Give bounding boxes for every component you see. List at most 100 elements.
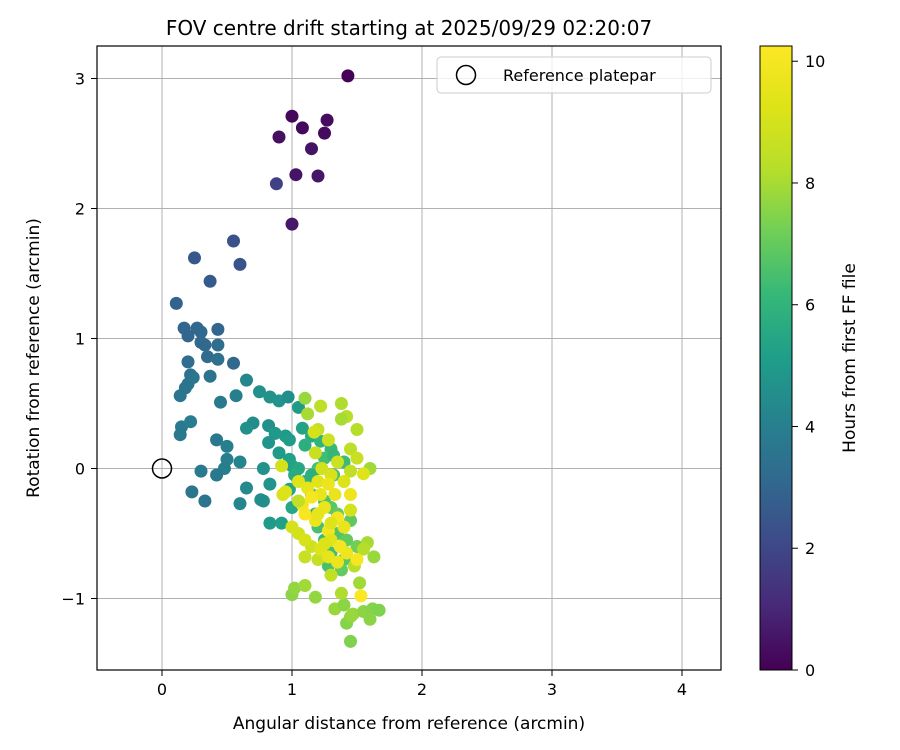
y-axis: −1 0 1 2 3 xyxy=(61,70,97,609)
y-tick-label: 3 xyxy=(75,70,85,89)
data-point xyxy=(254,493,268,507)
data-point xyxy=(324,516,338,530)
data-point xyxy=(331,555,344,569)
data-point xyxy=(344,634,357,648)
colorbar-tick-label: 10 xyxy=(805,52,825,71)
data-point xyxy=(240,481,253,495)
colorbar-tick-label: 0 xyxy=(805,661,815,680)
data-point xyxy=(372,603,386,617)
colorbar: 0 2 4 6 8 10 Hours from first FF file xyxy=(759,45,860,680)
data-point xyxy=(185,485,199,499)
data-point xyxy=(311,475,325,488)
data-point xyxy=(233,455,247,469)
data-point xyxy=(194,325,208,339)
x-tick-label: 4 xyxy=(677,680,687,699)
data-point xyxy=(211,338,225,352)
data-point xyxy=(227,356,240,370)
data-point xyxy=(285,217,299,231)
data-point xyxy=(275,459,289,473)
data-point xyxy=(263,477,277,491)
data-point xyxy=(328,488,342,501)
data-point xyxy=(324,568,338,582)
data-point xyxy=(301,407,315,421)
colorbar-tick-label: 6 xyxy=(805,296,815,315)
colorbar-tick-label: 8 xyxy=(805,174,815,193)
x-tick-label: 3 xyxy=(547,680,557,699)
x-axis: 0 1 2 3 4 xyxy=(157,670,687,699)
colorbar-tick-label: 4 xyxy=(805,417,815,436)
legend-box xyxy=(436,56,712,94)
plot-frame xyxy=(96,45,722,671)
data-point xyxy=(181,355,195,369)
data-point xyxy=(337,598,351,612)
x-tick-label: 1 xyxy=(287,680,297,699)
data-point xyxy=(214,395,227,409)
data-point xyxy=(186,371,200,384)
data-point xyxy=(346,607,360,621)
x-tick-label: 2 xyxy=(417,680,427,699)
data-point xyxy=(357,467,370,481)
data-point xyxy=(350,451,364,465)
data-point xyxy=(341,69,355,83)
data-point xyxy=(353,576,367,590)
data-point xyxy=(229,389,243,403)
data-point xyxy=(321,477,335,491)
data-point xyxy=(233,257,247,271)
data-point xyxy=(173,389,187,403)
data-point xyxy=(173,428,187,442)
data-point xyxy=(203,274,217,288)
data-point xyxy=(350,553,364,566)
data-point xyxy=(188,251,201,265)
data-point xyxy=(282,433,296,447)
data-point xyxy=(285,520,299,534)
y-axis-label: Rotation from reference (arcmin) xyxy=(24,218,44,498)
data-point xyxy=(211,322,225,336)
data-point xyxy=(298,550,312,564)
data-point xyxy=(354,589,368,603)
data-point xyxy=(198,338,212,352)
data-point xyxy=(240,373,253,387)
data-point xyxy=(253,385,266,399)
data-point xyxy=(344,442,357,456)
data-point xyxy=(314,399,328,413)
data-point xyxy=(169,296,183,310)
data-point xyxy=(269,177,283,191)
data-point xyxy=(181,329,195,343)
data-point xyxy=(211,352,225,366)
data-point xyxy=(298,438,312,452)
data-point xyxy=(288,581,302,595)
data-point xyxy=(233,497,247,511)
data-point xyxy=(194,464,208,478)
data-point xyxy=(262,436,276,449)
data-point xyxy=(350,423,364,436)
data-point xyxy=(318,537,331,551)
data-point xyxy=(334,586,348,600)
data-point xyxy=(295,421,309,435)
reference-platepar-marker xyxy=(151,458,173,479)
data-point xyxy=(320,113,334,127)
data-point xyxy=(298,533,312,547)
data-point xyxy=(308,446,322,460)
data-point xyxy=(210,468,224,482)
y-tick-label: 2 xyxy=(75,200,85,219)
data-point xyxy=(333,540,347,553)
data-point xyxy=(203,369,217,383)
colorbar-label: Hours from first FF file xyxy=(840,263,860,453)
legend-label: Reference platepar xyxy=(503,66,656,85)
data-point xyxy=(344,464,357,478)
data-point xyxy=(292,400,305,414)
data-point xyxy=(263,516,277,530)
data-point xyxy=(272,130,286,144)
data-point xyxy=(292,475,305,488)
data-point xyxy=(240,421,253,435)
data-point xyxy=(279,485,292,499)
data-point xyxy=(337,520,351,534)
legend-marker-icon xyxy=(455,64,477,86)
data-point xyxy=(220,439,234,453)
data-point xyxy=(289,168,303,182)
data-point xyxy=(305,490,318,504)
colorbar-tick-label: 2 xyxy=(805,539,815,558)
colorbar-ticks: 0 2 4 6 8 10 xyxy=(792,52,825,680)
